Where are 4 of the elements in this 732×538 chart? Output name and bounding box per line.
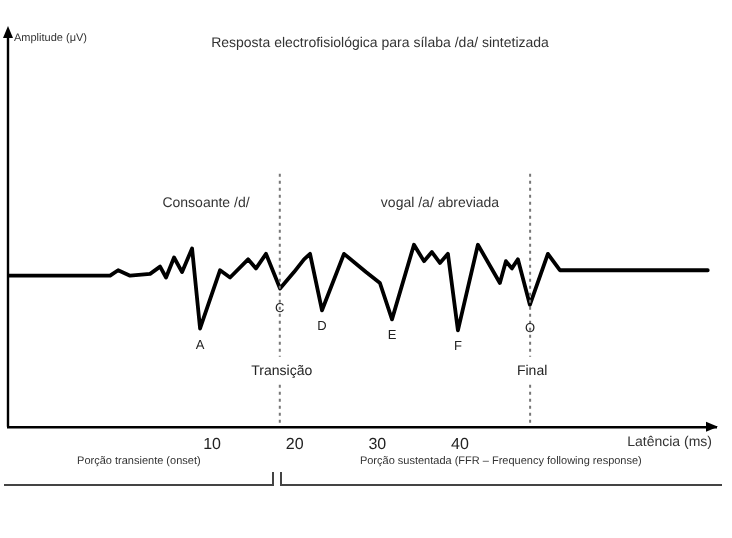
x-tick-label: 30 <box>368 434 388 453</box>
x-tick-label: 40 <box>450 434 470 453</box>
x-tick-label: 10 <box>203 434 223 453</box>
x-tick-label: 20 <box>285 434 305 453</box>
